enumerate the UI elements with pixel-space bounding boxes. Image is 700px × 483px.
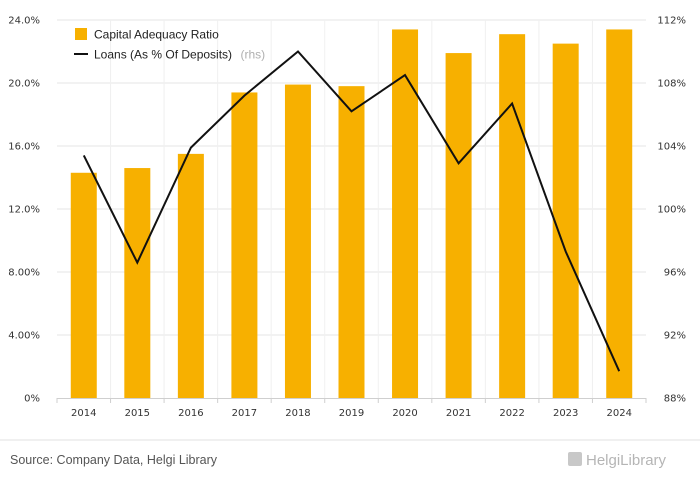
left-tick-label: 0% <box>24 394 40 405</box>
bar-2017 <box>231 92 258 398</box>
bar-2024 <box>606 29 633 398</box>
x-tick-label-2016: 2016 <box>178 408 203 419</box>
source-note: Source: Company Data, Helgi Library <box>10 453 218 467</box>
left-tick-label: 16.0% <box>8 142 40 153</box>
axes <box>56 398 647 403</box>
brand-logo-icon <box>568 452 582 466</box>
left-axis-ticks: 0% 4.00% 8.00% 12.0% 16.0% 20.0% 24.0% <box>8 16 40 405</box>
bar-2019 <box>338 86 365 399</box>
line-series-loans-to-deposits <box>82 50 621 372</box>
x-tick-label-2023: 2023 <box>553 408 578 419</box>
right-axis-ticks: 88% 92% 96% 100% 104% 108% 112% <box>657 16 686 405</box>
bar-2022 <box>499 34 526 399</box>
left-tick-label: 24.0% <box>8 16 40 27</box>
bar-2014 <box>70 172 97 398</box>
x-tick-label-2017: 2017 <box>232 408 257 419</box>
right-tick-label: 92% <box>664 331 686 342</box>
legend-line-label-group: Loans (As % Of Deposits) (rhs) <box>94 46 265 63</box>
bar-2021 <box>445 53 472 398</box>
right-tick-label: 112% <box>657 16 686 27</box>
brand-logo: HelgiLibrary <box>568 452 667 469</box>
x-tick-label-2021: 2021 <box>446 408 471 419</box>
legend-line-rhs-note: (rhs) <box>241 48 266 62</box>
bar-2016 <box>177 153 204 398</box>
bar-2018 <box>284 84 311 398</box>
legend-bar-label: Capital Adequacy Ratio <box>94 28 219 42</box>
right-tick-label: 104% <box>657 142 686 153</box>
left-tick-label: 20.0% <box>8 79 40 90</box>
bar-2015 <box>124 168 151 398</box>
x-tick-label-2014: 2014 <box>71 408 96 419</box>
bar-2020 <box>392 29 419 398</box>
grid-lines <box>57 19 646 398</box>
legend-bar-swatch <box>75 28 87 40</box>
bar-series-capital-adequacy <box>70 29 633 399</box>
bar-2023 <box>552 43 579 398</box>
x-tick-label-2015: 2015 <box>125 408 150 419</box>
right-tick-label: 100% <box>657 205 686 216</box>
right-tick-label: 88% <box>664 394 686 405</box>
x-tick-label-2022: 2022 <box>499 408 524 419</box>
left-tick-label: 8.00% <box>8 268 40 279</box>
left-tick-label: 12.0% <box>8 205 40 216</box>
left-tick-label: 4.00% <box>8 331 40 342</box>
x-tick-label-2018: 2018 <box>285 408 310 419</box>
x-tick-label-2024: 2024 <box>607 408 632 419</box>
legend-line-label: Loans (As % Of Deposits) <box>94 48 232 62</box>
legend: Capital Adequacy Ratio Loans (As % Of De… <box>74 28 265 63</box>
right-tick-label: 108% <box>657 79 686 90</box>
x-axis-ticks: 2014 2015 2016 2017 2018 2019 2020 2021 2022 2023… <box>71 408 632 419</box>
x-tick-label-2019: 2019 <box>339 408 364 419</box>
brand-logo-text: HelgiLibrary <box>586 452 667 469</box>
right-tick-label: 96% <box>664 268 686 279</box>
x-tick-label-2020: 2020 <box>392 408 417 419</box>
